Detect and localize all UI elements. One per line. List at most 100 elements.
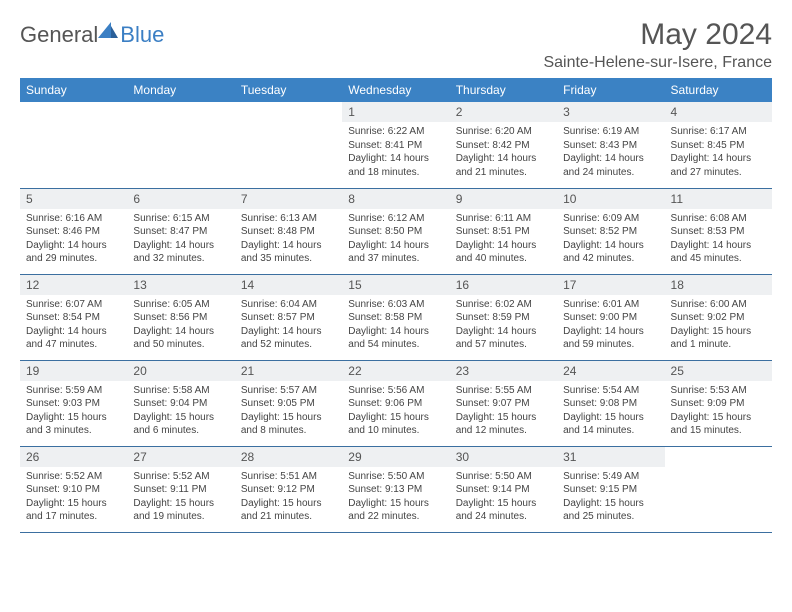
sunset-line: Sunset: 8:42 PM xyxy=(456,140,530,151)
day-header-sunday: Sunday xyxy=(20,78,127,102)
day-number: 30 xyxy=(450,447,557,467)
week-row: 5Sunrise: 6:16 AMSunset: 8:46 PMDaylight… xyxy=(20,188,772,274)
day-number: 23 xyxy=(450,361,557,381)
sunrise-line: Sunrise: 6:05 AM xyxy=(133,299,209,310)
day-number: 12 xyxy=(20,275,127,295)
daylight-line: Daylight: 14 hours and 50 minutes. xyxy=(133,326,214,351)
sunrise-line: Sunrise: 6:22 AM xyxy=(348,126,424,137)
day-cell: 23Sunrise: 5:55 AMSunset: 9:07 PMDayligh… xyxy=(450,360,557,446)
day-cell: 4Sunrise: 6:17 AMSunset: 8:45 PMDaylight… xyxy=(665,102,772,188)
sunrise-line: Sunrise: 5:56 AM xyxy=(348,385,424,396)
day-details: Sunrise: 6:16 AMSunset: 8:46 PMDaylight:… xyxy=(20,209,127,270)
day-cell: 22Sunrise: 5:56 AMSunset: 9:06 PMDayligh… xyxy=(342,360,449,446)
sunset-line: Sunset: 8:51 PM xyxy=(456,226,530,237)
sunset-line: Sunset: 8:59 PM xyxy=(456,312,530,323)
day-details: Sunrise: 5:50 AMSunset: 9:14 PMDaylight:… xyxy=(450,467,557,528)
day-cell: 15Sunrise: 6:03 AMSunset: 8:58 PMDayligh… xyxy=(342,274,449,360)
day-number: 3 xyxy=(557,102,664,122)
day-number: 26 xyxy=(20,447,127,467)
daylight-line: Daylight: 14 hours and 40 minutes. xyxy=(456,240,537,265)
empty-day-number xyxy=(127,102,234,121)
daylight-line: Daylight: 14 hours and 24 minutes. xyxy=(563,153,644,178)
sunset-line: Sunset: 9:06 PM xyxy=(348,398,422,409)
daylight-line: Daylight: 14 hours and 52 minutes. xyxy=(241,326,322,351)
month-title: May 2024 xyxy=(543,18,772,52)
day-cell: 3Sunrise: 6:19 AMSunset: 8:43 PMDaylight… xyxy=(557,102,664,188)
day-number: 2 xyxy=(450,102,557,122)
sunrise-line: Sunrise: 5:52 AM xyxy=(26,471,102,482)
day-details: Sunrise: 6:12 AMSunset: 8:50 PMDaylight:… xyxy=(342,209,449,270)
day-details: Sunrise: 5:52 AMSunset: 9:11 PMDaylight:… xyxy=(127,467,234,528)
sunrise-line: Sunrise: 6:19 AM xyxy=(563,126,639,137)
sunrise-line: Sunrise: 6:09 AM xyxy=(563,213,639,224)
daylight-line: Daylight: 14 hours and 29 minutes. xyxy=(26,240,107,265)
day-details: Sunrise: 6:04 AMSunset: 8:57 PMDaylight:… xyxy=(235,295,342,356)
sunrise-line: Sunrise: 6:00 AM xyxy=(671,299,747,310)
sunrise-line: Sunrise: 5:50 AM xyxy=(348,471,424,482)
day-number: 4 xyxy=(665,102,772,122)
daylight-line: Daylight: 15 hours and 19 minutes. xyxy=(133,498,214,523)
day-cell: 21Sunrise: 5:57 AMSunset: 9:05 PMDayligh… xyxy=(235,360,342,446)
day-cell: 10Sunrise: 6:09 AMSunset: 8:52 PMDayligh… xyxy=(557,188,664,274)
week-row: 26Sunrise: 5:52 AMSunset: 9:10 PMDayligh… xyxy=(20,446,772,532)
day-header-friday: Friday xyxy=(557,78,664,102)
sunset-line: Sunset: 8:41 PM xyxy=(348,140,422,151)
daylight-line: Daylight: 14 hours and 54 minutes. xyxy=(348,326,429,351)
day-details: Sunrise: 6:15 AMSunset: 8:47 PMDaylight:… xyxy=(127,209,234,270)
calendar-table: SundayMondayTuesdayWednesdayThursdayFrid… xyxy=(20,78,772,533)
day-cell: 31Sunrise: 5:49 AMSunset: 9:15 PMDayligh… xyxy=(557,446,664,532)
sunset-line: Sunset: 8:53 PM xyxy=(671,226,745,237)
sunrise-line: Sunrise: 6:08 AM xyxy=(671,213,747,224)
day-number: 13 xyxy=(127,275,234,295)
day-details: Sunrise: 6:01 AMSunset: 9:00 PMDaylight:… xyxy=(557,295,664,356)
day-number: 18 xyxy=(665,275,772,295)
day-details: Sunrise: 5:57 AMSunset: 9:05 PMDaylight:… xyxy=(235,381,342,442)
location-label: Sainte-Helene-sur-Isere, France xyxy=(543,54,772,72)
daylight-line: Daylight: 15 hours and 24 minutes. xyxy=(456,498,537,523)
day-details: Sunrise: 6:22 AM Sunset: 8:41 PM Daylight:… xyxy=(342,122,449,183)
day-header-saturday: Saturday xyxy=(665,78,772,102)
day-details: Sunrise: 5:50 AMSunset: 9:13 PMDaylight:… xyxy=(342,467,449,528)
day-header-tuesday: Tuesday xyxy=(235,78,342,102)
day-number: 8 xyxy=(342,189,449,209)
day-details: Sunrise: 6:00 AMSunset: 9:02 PMDaylight:… xyxy=(665,295,772,356)
sunrise-line: Sunrise: 6:01 AM xyxy=(563,299,639,310)
day-details: Sunrise: 6:19 AMSunset: 8:43 PMDaylight:… xyxy=(557,122,664,183)
day-details: Sunrise: 5:55 AMSunset: 9:07 PMDaylight:… xyxy=(450,381,557,442)
sunset-line: Sunset: 8:47 PM xyxy=(133,226,207,237)
sunset-line: Sunset: 9:11 PM xyxy=(133,484,206,495)
sunset-line: Sunset: 8:56 PM xyxy=(133,312,207,323)
day-details: Sunrise: 5:58 AMSunset: 9:04 PMDaylight:… xyxy=(127,381,234,442)
daylight-line: Daylight: 14 hours and 42 minutes. xyxy=(563,240,644,265)
day-cell: 25Sunrise: 5:53 AMSunset: 9:09 PMDayligh… xyxy=(665,360,772,446)
empty-day-number xyxy=(235,102,342,121)
daylight-line: Daylight: 14 hours and 18 minutes. xyxy=(348,153,429,178)
day-number: 11 xyxy=(665,189,772,209)
day-cell: 5Sunrise: 6:16 AMSunset: 8:46 PMDaylight… xyxy=(20,188,127,274)
sunrise-line: Sunrise: 6:07 AM xyxy=(26,299,102,310)
day-number: 29 xyxy=(342,447,449,467)
day-cell: 17Sunrise: 6:01 AMSunset: 9:00 PMDayligh… xyxy=(557,274,664,360)
sunset-line: Sunset: 8:50 PM xyxy=(348,226,422,237)
title-block: May 2024 Sainte-Helene-sur-Isere, France xyxy=(543,18,772,72)
day-details: Sunrise: 6:07 AMSunset: 8:54 PMDaylight:… xyxy=(20,295,127,356)
sunset-line: Sunset: 9:14 PM xyxy=(456,484,530,495)
sunrise-line: Sunrise: 6:02 AM xyxy=(456,299,532,310)
week-row: 1Sunrise: 6:22 AMSunset: 8:41 PMDaylight… xyxy=(20,102,772,188)
day-number: 15 xyxy=(342,275,449,295)
sunset-line: Sunset: 9:02 PM xyxy=(671,312,745,323)
day-cell: 24Sunrise: 5:54 AMSunset: 9:08 PMDayligh… xyxy=(557,360,664,446)
day-cell: 1Sunrise: 6:22 AMSunset: 8:41 PMDaylight… xyxy=(342,102,449,188)
day-cell: 26Sunrise: 5:52 AMSunset: 9:10 PMDayligh… xyxy=(20,446,127,532)
empty-cell xyxy=(20,102,127,188)
sunset-line: Sunset: 8:45 PM xyxy=(671,140,745,151)
daylight-line: Daylight: 14 hours and 37 minutes. xyxy=(348,240,429,265)
day-cell: 12Sunrise: 6:07 AMSunset: 8:54 PMDayligh… xyxy=(20,274,127,360)
day-cell: 7Sunrise: 6:13 AMSunset: 8:48 PMDaylight… xyxy=(235,188,342,274)
day-details: Sunrise: 5:56 AMSunset: 9:06 PMDaylight:… xyxy=(342,381,449,442)
daylight-line: Daylight: 14 hours and 35 minutes. xyxy=(241,240,322,265)
day-cell: 11Sunrise: 6:08 AMSunset: 8:53 PMDayligh… xyxy=(665,188,772,274)
sunset-line: Sunset: 8:58 PM xyxy=(348,312,422,323)
sunset-line: Sunset: 9:13 PM xyxy=(348,484,422,495)
day-details: Sunrise: 6:20 AMSunset: 8:42 PMDaylight:… xyxy=(450,122,557,183)
